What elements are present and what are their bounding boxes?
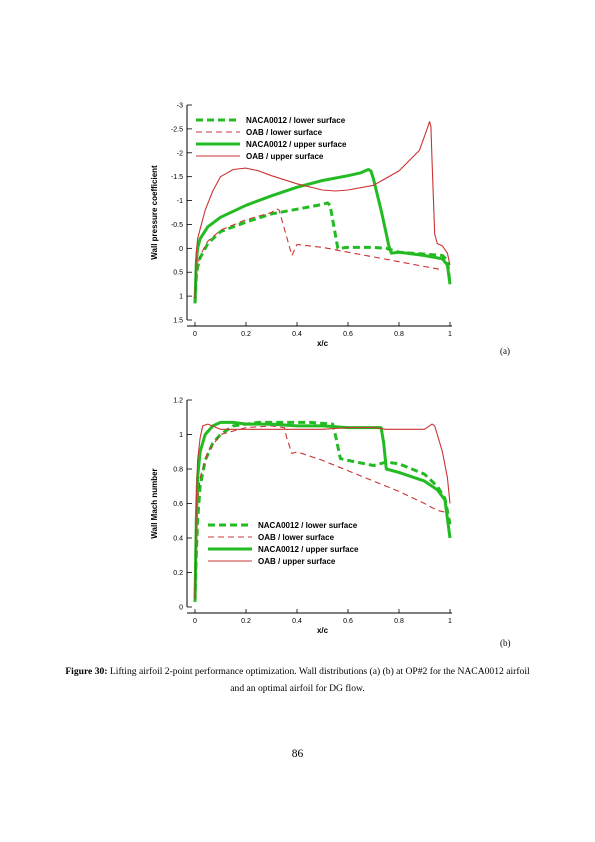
x-tick-label: 0.4 — [292, 618, 302, 625]
series-line — [193, 420, 452, 602]
y-tick-label: -2 — [177, 150, 183, 157]
y-tick-label: 0 — [179, 605, 183, 612]
legend-entry: NACA0012 / upper surface — [258, 545, 359, 554]
x-axis-label: x/c — [317, 626, 329, 635]
legend-entry: OAB / upper surface — [258, 557, 336, 566]
chart-b: 0 0.2 0.4 0.6 0.8 1 1.2 0 0.2 0.4 0.6 0.8 1 x/c Wall M… — [150, 398, 452, 636]
y-tick-label: -3 — [177, 103, 183, 110]
page-number: 86 — [291, 748, 304, 760]
x-tick-label: 0.2 — [241, 618, 251, 625]
y-tick-label: 1 — [179, 294, 183, 301]
panel-label-b: (b) — [500, 638, 511, 648]
x-tick-label: 0.8 — [394, 331, 404, 338]
caption-label: Figure 30: — [65, 666, 108, 677]
y-tick-label: 1 — [179, 432, 183, 439]
x-tick-label: 0.2 — [241, 331, 251, 338]
x-tick-label: 0.4 — [292, 331, 302, 338]
x-tick-label: 0.6 — [343, 618, 353, 625]
x-tick-label: 0.6 — [343, 331, 353, 338]
y-tick-label: 0.4 — [173, 536, 183, 543]
legend-entry: NACA0012 / lower surface — [246, 116, 346, 125]
panel-label-a: (a) — [500, 346, 510, 356]
series-line — [194, 208, 443, 292]
y-axis-label: Wall Mach number — [150, 468, 159, 538]
y-tick-label: -1 — [177, 198, 183, 205]
x-tick-label: 0 — [193, 331, 197, 338]
series-line — [193, 168, 452, 304]
x-tick-label: 1 — [448, 331, 452, 338]
series-line — [194, 121, 451, 299]
series-line — [194, 423, 451, 599]
legend-entry: OAB / lower surface — [246, 128, 323, 137]
y-tick-label: 0.2 — [173, 570, 183, 577]
legend-entry: OAB / lower surface — [258, 533, 335, 542]
y-tick-label: -0.5 — [171, 222, 183, 229]
chart-a: -3 -2.5 -2 -1.5 -1 -0.5 0 0.5 1 1.5 0 0.2 0.4 0.6 0.8 1… — [150, 103, 452, 349]
legend-entry: OAB / upper surface — [246, 152, 324, 161]
figure-caption: Figure 30: Lifting airfoil 2-point perfo… — [60, 663, 535, 697]
y-tick-label: 0.5 — [173, 270, 183, 277]
x-axis-label: x/c — [317, 339, 329, 348]
y-tick-label: -2.5 — [171, 126, 183, 133]
series-line — [194, 425, 446, 599]
x-tick-label: 0 — [193, 618, 197, 625]
x-tick-label: 0.8 — [394, 618, 404, 625]
y-tick-label: -1.5 — [171, 174, 183, 181]
y-tick-label: 0.6 — [173, 501, 183, 508]
legend-entry: NACA0012 / lower surface — [258, 521, 358, 530]
y-tick-label: 0.8 — [173, 467, 183, 474]
legend-entry: NACA0012 / upper surface — [246, 140, 347, 149]
y-tick-label: 1.5 — [173, 318, 183, 325]
y-axis-label: Wall pressure coefficient — [150, 165, 159, 260]
caption-text: Lifting airfoil 2-point performance opti… — [107, 666, 530, 694]
x-tick-label: 1 — [448, 618, 452, 625]
y-tick-label: 1.2 — [173, 398, 183, 405]
y-tick-label: 0 — [179, 246, 183, 253]
series-line — [193, 420, 452, 602]
